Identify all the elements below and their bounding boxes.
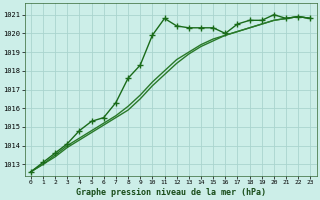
X-axis label: Graphe pression niveau de la mer (hPa): Graphe pression niveau de la mer (hPa) xyxy=(76,188,266,197)
